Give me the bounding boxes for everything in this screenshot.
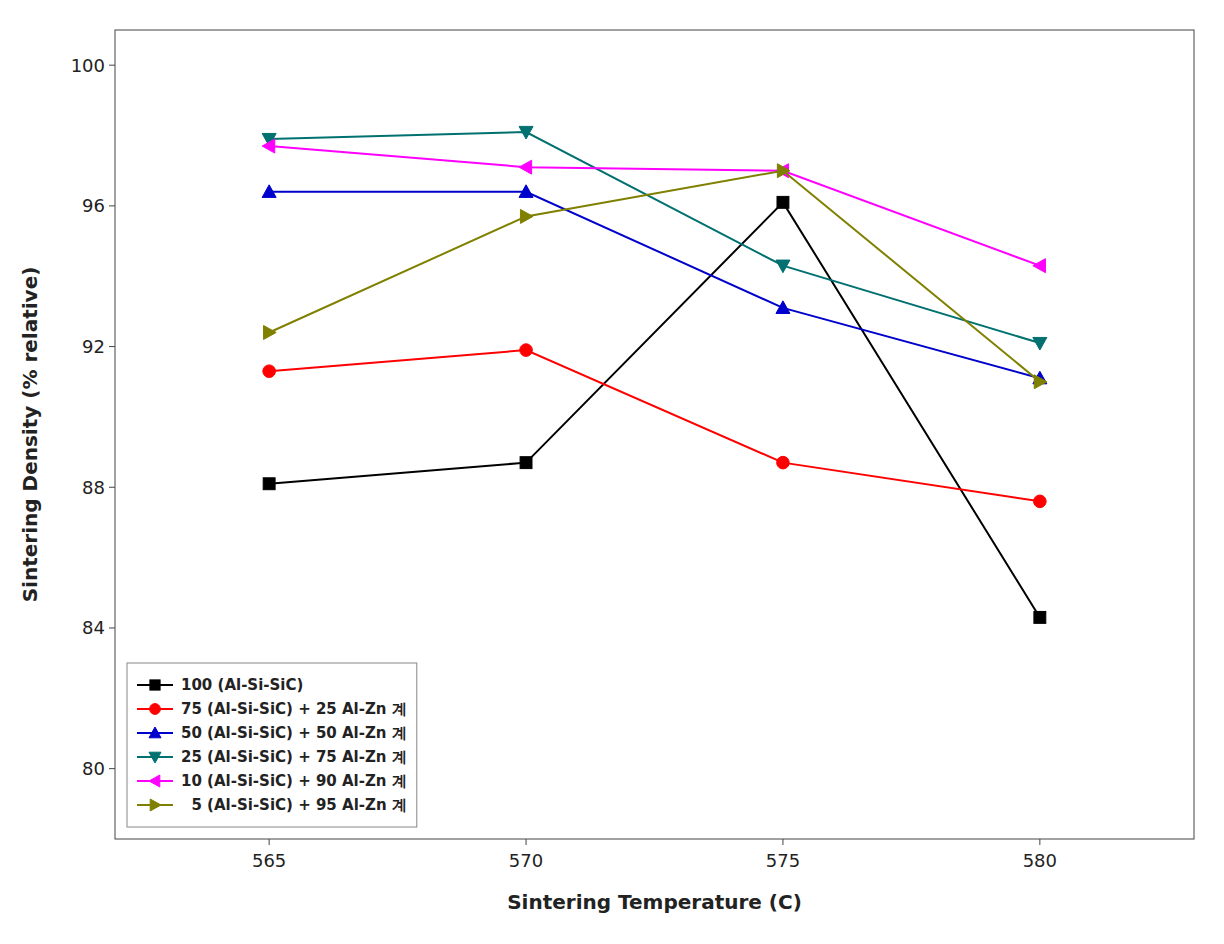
x-tick bbox=[1039, 839, 1040, 845]
axes: 565 570 575 580 80 84 88 92 96 100 bbox=[71, 55, 1057, 871]
series-line bbox=[269, 132, 1040, 343]
legend-label: 75 (Al-Si-SiC) + 25 Al-Zn 계 bbox=[181, 700, 407, 718]
background bbox=[0, 0, 1224, 944]
y-tick-label: 96 bbox=[82, 195, 105, 216]
series bbox=[263, 196, 1046, 623]
series bbox=[262, 139, 1045, 273]
x-tick-label: 570 bbox=[509, 850, 543, 871]
y-tick bbox=[109, 627, 115, 628]
point bbox=[776, 301, 790, 314]
y-tick bbox=[109, 346, 115, 347]
series bbox=[262, 185, 1047, 384]
series-line bbox=[269, 171, 1040, 382]
chart: 565 570 575 580 80 84 88 92 96 100 Sintering Tempe… bbox=[0, 0, 1224, 944]
point bbox=[520, 457, 532, 469]
legend-label: 5 (Al-Si-SiC) + 95 Al-Zn 계 bbox=[181, 796, 407, 814]
x-tick bbox=[526, 839, 527, 845]
x-tick bbox=[782, 839, 783, 845]
plot-area bbox=[262, 126, 1047, 623]
series-line bbox=[269, 350, 1040, 501]
point bbox=[1034, 375, 1047, 389]
y-tick bbox=[109, 487, 115, 488]
point bbox=[264, 325, 277, 339]
series-line bbox=[269, 192, 1040, 378]
point bbox=[777, 164, 790, 178]
point bbox=[263, 478, 275, 490]
series-line bbox=[269, 146, 1040, 266]
legend-label: 25 (Al-Si-SiC) + 75 Al-Zn 계 bbox=[181, 748, 407, 766]
point bbox=[519, 160, 532, 174]
legend-label: 100 (Al-Si-SiC) bbox=[181, 676, 303, 694]
x-tick bbox=[269, 839, 270, 845]
x-tick-label: 565 bbox=[252, 850, 286, 871]
point bbox=[1034, 495, 1047, 508]
point bbox=[519, 126, 533, 139]
legend-label: 10 (Al-Si-SiC) + 90 Al-Zn 계 bbox=[181, 772, 407, 790]
point bbox=[1034, 611, 1046, 623]
point bbox=[777, 196, 789, 208]
legend-marker bbox=[150, 680, 160, 690]
y-tick bbox=[109, 205, 115, 206]
point bbox=[777, 456, 790, 469]
plot-frame bbox=[115, 30, 1194, 839]
point bbox=[776, 260, 790, 273]
y-tick-label: 84 bbox=[82, 617, 105, 638]
y-tick bbox=[109, 768, 115, 769]
y-tick-label: 92 bbox=[82, 336, 105, 357]
y-axis-label: Sintering Density (% relative) bbox=[18, 267, 42, 603]
series-line bbox=[269, 202, 1040, 617]
legend-box bbox=[127, 663, 417, 827]
y-tick-label: 100 bbox=[71, 55, 105, 76]
point bbox=[1033, 337, 1047, 350]
point bbox=[520, 209, 533, 223]
x-tick-label: 575 bbox=[766, 850, 800, 871]
legend-marker bbox=[149, 752, 161, 763]
legend-marker bbox=[149, 727, 161, 738]
y-tick-label: 80 bbox=[82, 758, 105, 779]
series bbox=[263, 344, 1046, 508]
legend-marker bbox=[150, 799, 161, 811]
legend-label: 50 (Al-Si-SiC) + 50 Al-Zn 계 bbox=[181, 724, 407, 742]
point bbox=[519, 185, 533, 198]
x-axis-label: Sintering Temperature (C) bbox=[507, 890, 802, 914]
point bbox=[262, 185, 276, 198]
legend-marker bbox=[149, 775, 160, 787]
point bbox=[1033, 259, 1046, 273]
series bbox=[262, 126, 1047, 350]
legend-marker bbox=[150, 704, 161, 715]
y-tick-label: 88 bbox=[82, 477, 105, 498]
y-tick bbox=[109, 65, 115, 66]
point bbox=[262, 139, 275, 153]
point bbox=[520, 344, 533, 357]
legend: 100 (Al-Si-SiC) 75 (Al-Si-SiC) + 25 Al-Zn… bbox=[127, 663, 417, 827]
point bbox=[263, 365, 276, 378]
x-tick-label: 580 bbox=[1023, 850, 1057, 871]
series bbox=[264, 164, 1047, 389]
